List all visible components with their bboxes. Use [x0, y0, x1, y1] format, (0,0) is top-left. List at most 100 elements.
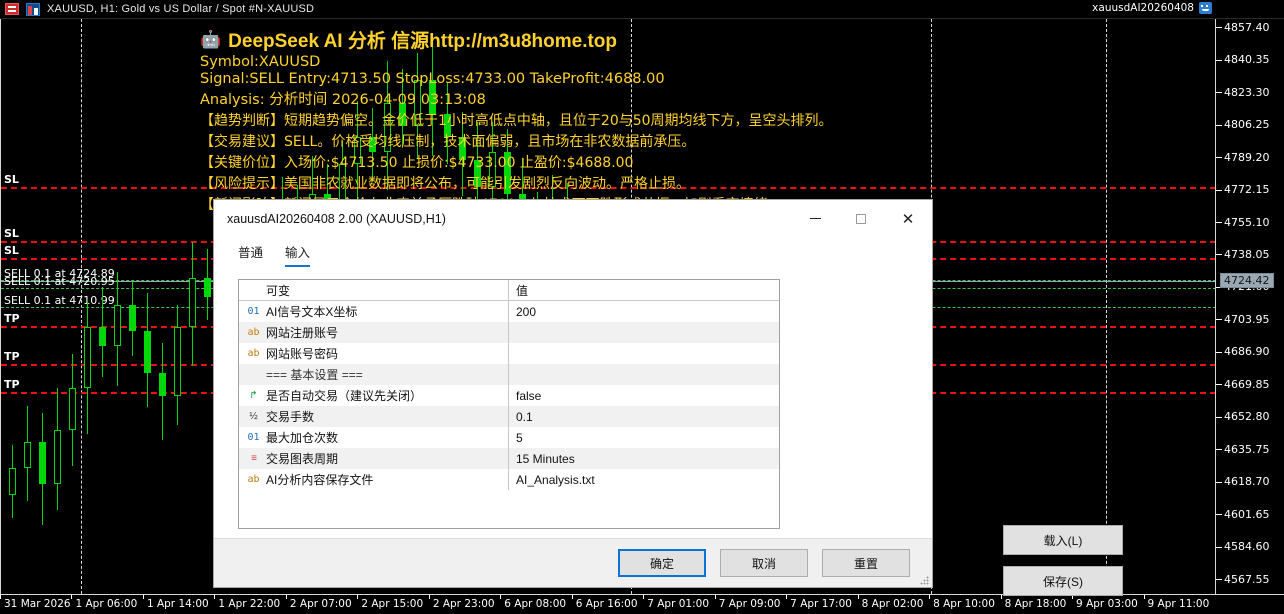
document-icon[interactable]: [5, 3, 19, 15]
tab-common[interactable]: 普通: [238, 246, 264, 260]
table-row[interactable]: 01 最大加仓次数 5: [239, 427, 779, 448]
parameter-value-cell[interactable]: 15 Minutes: [516, 451, 575, 466]
time-tick: 7 Apr 01:00: [647, 598, 710, 610]
table-row[interactable]: 01 AI信号文本X坐标 200: [239, 301, 779, 322]
stoploss-label: SL: [4, 227, 19, 241]
tab-inputs[interactable]: 输入: [285, 242, 311, 267]
minimize-icon[interactable]: [792, 200, 838, 237]
dialog-titlebar[interactable]: xauusdAI20260408 2.00 (XAUUSD,H1) ✕: [214, 200, 932, 237]
table-row[interactable]: ½ 交易手数 0.1: [239, 406, 779, 427]
parameter-name-text: AI信号文本X坐标: [266, 305, 358, 319]
parameter-type-icon: ≡: [251, 453, 257, 464]
resize-grip-icon[interactable]: [920, 576, 929, 585]
chart-icon[interactable]: [26, 2, 40, 16]
table-row[interactable]: ab 网站账号密码: [239, 343, 779, 364]
parameters-table[interactable]: 可变值 01 AI信号文本X坐标 200 ab 网站注册账号 ab 网站账号密码 === 基本设…: [238, 279, 780, 529]
side-button-group: 载入(L) 保存(S): [1003, 525, 1123, 607]
parameter-name-text: 网站账号密码: [266, 347, 339, 361]
price-tick: 4652.80: [1216, 410, 1284, 423]
ai-body-line: 【交易建议】SELL。价格受均线压制，技术面偏弱，且市场在非农数据前承压。: [200, 134, 696, 150]
table-header-row: 可变值: [239, 280, 779, 301]
current-price-badge: 4724.42: [1220, 272, 1274, 288]
time-tick-separator: [428, 595, 430, 599]
parameter-type-icon: ab: [247, 348, 260, 359]
parameter-name-cell: ab 网站注册账号: [239, 322, 509, 343]
smiley-face-icon: [1199, 2, 1212, 14]
order-label: SELL 0.1 at 4720.95: [4, 274, 115, 288]
parameter-type-icon: ½: [249, 411, 258, 422]
parameter-name-cell: ab AI分析内容保存文件: [239, 469, 509, 490]
price-tick: 4567.55: [1216, 573, 1284, 586]
parameter-value-cell[interactable]: 200: [516, 304, 537, 319]
chart-gridline: [81, 19, 82, 594]
parameter-type-icon: 01: [247, 432, 260, 443]
chart-titlebar: XAUUSD, H1: Gold vs US Dollar / Spot #N-…: [0, 0, 1284, 19]
stoploss-line[interactable]: [1, 187, 1215, 190]
parameter-name-text: 交易手数: [266, 410, 315, 424]
cancel-button[interactable]: 取消: [720, 549, 808, 577]
table-row[interactable]: ↱ 是否自动交易（建议先关闭） false: [239, 385, 779, 406]
window-controls: ✕: [792, 200, 932, 237]
price-axis[interactable]: 4857.40 4840.35 4823.30 4806.25 4789.20 4772.…: [1215, 19, 1284, 594]
time-tick-separator: [500, 595, 502, 599]
price-tick: 4738.05: [1216, 248, 1284, 261]
time-tick: 8 Apr 02:00: [861, 598, 924, 610]
time-tick: 8 Apr 18:00: [1004, 598, 1067, 610]
close-icon[interactable]: ✕: [901, 210, 915, 228]
ea-corner-label: xauusdAI20260408: [1092, 2, 1212, 14]
stoploss-label: SL: [4, 243, 19, 257]
parameter-value-cell[interactable]: 5: [516, 430, 523, 445]
ai-overlay-heading-text: DeepSeek AI 分析 信源http://m3u8home.top: [228, 31, 618, 52]
chart-title: XAUUSD, H1: Gold vs US Dollar / Spot #N-…: [47, 3, 315, 15]
time-tick: 1 Apr 22:00: [218, 598, 281, 610]
chart-gridline: [1106, 19, 1107, 594]
ai-symbol-line: Symbol:XAUUSD: [200, 54, 321, 70]
save-button[interactable]: 保存(S): [1003, 566, 1123, 596]
time-tick: 8 Apr 10:00: [933, 598, 995, 610]
table-row[interactable]: ab 网站注册账号: [239, 322, 779, 343]
time-tick-separator: [142, 595, 144, 599]
dialog-body: 可变值 01 AI信号文本X坐标 200 ab 网站注册账号 ab 网站账号密码 === 基本设…: [214, 267, 1123, 596]
price-tick: 4806.25: [1216, 118, 1284, 131]
parameter-value-cell[interactable]: 0.1: [516, 409, 533, 424]
takeprofit-label: TP: [4, 312, 20, 326]
parameter-name-text: AI分析内容保存文件: [266, 473, 374, 487]
parameter-name-cell: === 基本设置 ===: [239, 364, 509, 385]
ai-body-line: 【风险提示】美国非农就业数据即将公布，可能引发剧烈反向波动。严格止损。: [200, 176, 690, 192]
maximize-icon[interactable]: [838, 200, 884, 237]
price-tick: 4635.75: [1216, 443, 1284, 456]
parameter-value-cell[interactable]: AI_Analysis.txt: [516, 472, 595, 487]
time-tick: 7 Apr 17:00: [790, 598, 852, 610]
time-tick: 6 Apr 16:00: [575, 598, 638, 610]
ok-button[interactable]: 确定: [618, 549, 706, 577]
ai-signal-line: Signal:SELL Entry:4713.50 StopLoss:4733.…: [200, 71, 665, 87]
time-tick: 1 Apr 06:00: [75, 598, 138, 610]
dialog-footer: 确定 取消 重置: [214, 538, 932, 587]
table-row[interactable]: ab AI分析内容保存文件 AI_Analysis.txt: [239, 469, 779, 490]
table-row[interactable]: ≡ 交易图表周期 15 Minutes: [239, 448, 779, 469]
dialog-title: xauusdAI20260408 2.00 (XAUUSD,H1): [227, 211, 446, 226]
price-tick: 4618.70: [1216, 475, 1284, 488]
reset-button[interactable]: 重置: [822, 549, 910, 577]
ea-name-text: xauusdAI20260408: [1092, 2, 1194, 14]
price-tick: 4772.15: [1216, 183, 1284, 196]
parameter-type-icon: ↱: [249, 390, 258, 401]
price-tick: 4755.10: [1216, 216, 1284, 229]
table-row[interactable]: === 基本设置 ===: [239, 364, 779, 385]
column-header-variable: 可变: [239, 280, 509, 301]
time-axis[interactable]: 31 Mar 2026 1 Apr 06:00 1 Apr 14:00 1 Apr 2…: [0, 594, 1284, 614]
time-tick-separator: [643, 595, 645, 599]
parameter-name-cell: ↱ 是否自动交易（建议先关闭）: [239, 385, 509, 406]
takeprofit-label: TP: [4, 378, 20, 392]
column-header-value: 值: [516, 283, 529, 298]
stoploss-label: SL: [4, 173, 19, 187]
parameter-name-text: 交易图表周期: [266, 452, 339, 466]
order-label: SELL 0.1 at 4710.99: [4, 293, 115, 307]
load-button[interactable]: 载入(L): [1003, 525, 1123, 555]
time-tick-separator: [285, 595, 287, 599]
ai-body-line: 【趋势判断】短期趋势偏空。金价低于1小时高低点中轴，且位于20与50周期均线下方…: [200, 113, 833, 129]
parameter-name-text: === 基本设置 ===: [266, 368, 363, 382]
parameter-value-cell[interactable]: false: [516, 388, 542, 403]
time-tick-separator: [71, 595, 73, 599]
